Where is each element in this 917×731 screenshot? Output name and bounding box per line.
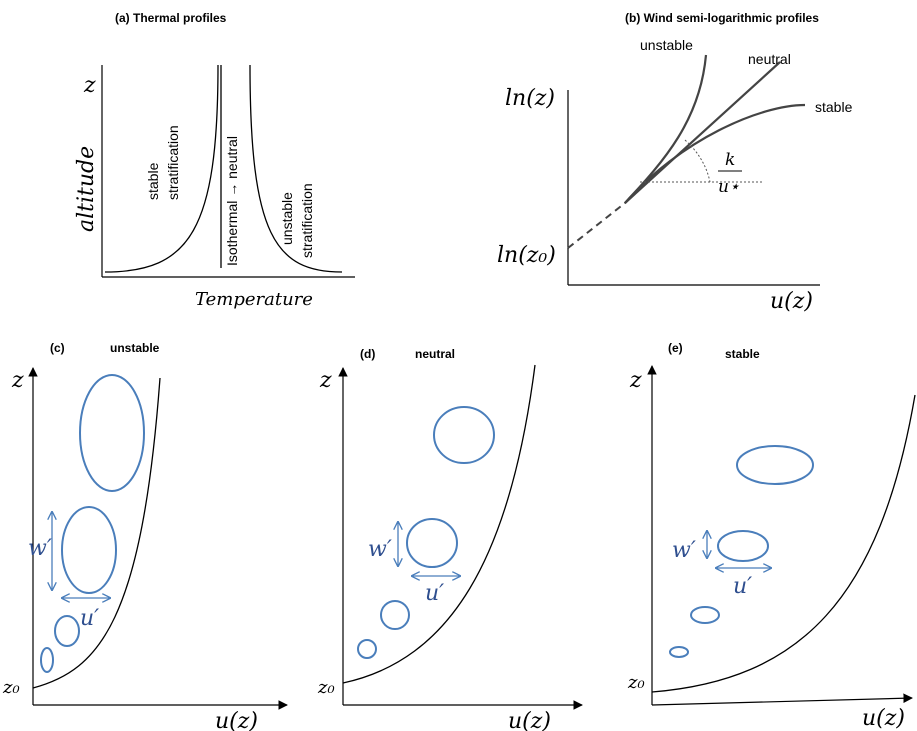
u-label: u′ bbox=[425, 581, 444, 606]
axis-label: z₀ bbox=[317, 677, 335, 698]
w-label: w′ bbox=[368, 537, 392, 562]
profile-curve bbox=[249, 64, 343, 273]
eddy bbox=[54, 615, 80, 647]
axis-label: z bbox=[319, 368, 332, 393]
axis-label: z bbox=[629, 368, 642, 393]
curve-label: stratification bbox=[299, 183, 315, 258]
axis-label: u(z) bbox=[770, 289, 813, 314]
eddy bbox=[433, 406, 495, 464]
profile-curve bbox=[624, 61, 781, 204]
eddy bbox=[357, 639, 377, 659]
profile-curve bbox=[624, 54, 708, 204]
curve-label: neutral bbox=[748, 51, 791, 67]
wind-profile bbox=[342, 364, 536, 684]
axis-label: z₀ bbox=[627, 672, 645, 693]
axis-label: u(z) bbox=[862, 706, 905, 731]
eddy bbox=[61, 506, 117, 594]
panel-title: (a) Thermal profiles bbox=[115, 11, 227, 25]
wind-profile bbox=[32, 377, 161, 689]
axis-label: u(z) bbox=[215, 709, 258, 731]
u-label: u′ bbox=[733, 574, 752, 599]
panel-label: (e) bbox=[668, 341, 683, 355]
axis-label: ln(z₀) bbox=[497, 243, 556, 268]
eddy bbox=[406, 518, 458, 568]
w-label: w′ bbox=[28, 536, 52, 561]
curve-label: Isothermal → neutral bbox=[224, 136, 240, 266]
angle-arc bbox=[684, 139, 711, 183]
axis-label: u(z) bbox=[508, 709, 551, 731]
profile-curve bbox=[624, 103, 806, 204]
curve-label: unstable bbox=[279, 192, 295, 245]
axis-label: z bbox=[83, 73, 96, 98]
panel-label: (c) bbox=[50, 341, 65, 355]
curve-label: stable bbox=[145, 162, 161, 200]
axis-label: z₀ bbox=[2, 677, 20, 698]
extrapolation bbox=[567, 202, 626, 249]
curve-label: stratification bbox=[165, 125, 181, 200]
eddy bbox=[380, 600, 410, 630]
panel-title: (b) Wind semi-logarithmic profiles bbox=[625, 11, 819, 25]
slope-label: u⋆ bbox=[718, 177, 740, 197]
wind-profile bbox=[651, 394, 916, 693]
u-label: u′ bbox=[80, 606, 99, 631]
w-label: w′ bbox=[672, 538, 696, 563]
curve-label: stable bbox=[815, 99, 853, 115]
eddy bbox=[690, 606, 720, 624]
eddy bbox=[736, 445, 814, 485]
eddy bbox=[717, 530, 769, 562]
axis-label: z bbox=[11, 368, 24, 393]
axis-label: Temperature bbox=[195, 289, 313, 310]
panel-title: stable bbox=[725, 347, 760, 361]
axis-label: altitude bbox=[74, 146, 99, 232]
curve-label: unstable bbox=[640, 37, 693, 53]
eddy bbox=[669, 646, 689, 658]
panel-title: neutral bbox=[415, 347, 455, 361]
eddy bbox=[40, 647, 54, 673]
eddy bbox=[79, 374, 145, 492]
profile-curve bbox=[104, 64, 219, 273]
slope-label: k bbox=[725, 150, 735, 170]
panel-label: (d) bbox=[360, 347, 375, 361]
axis bbox=[651, 693, 913, 706]
axis-label: ln(z) bbox=[505, 86, 555, 111]
panel-title: unstable bbox=[110, 341, 160, 355]
